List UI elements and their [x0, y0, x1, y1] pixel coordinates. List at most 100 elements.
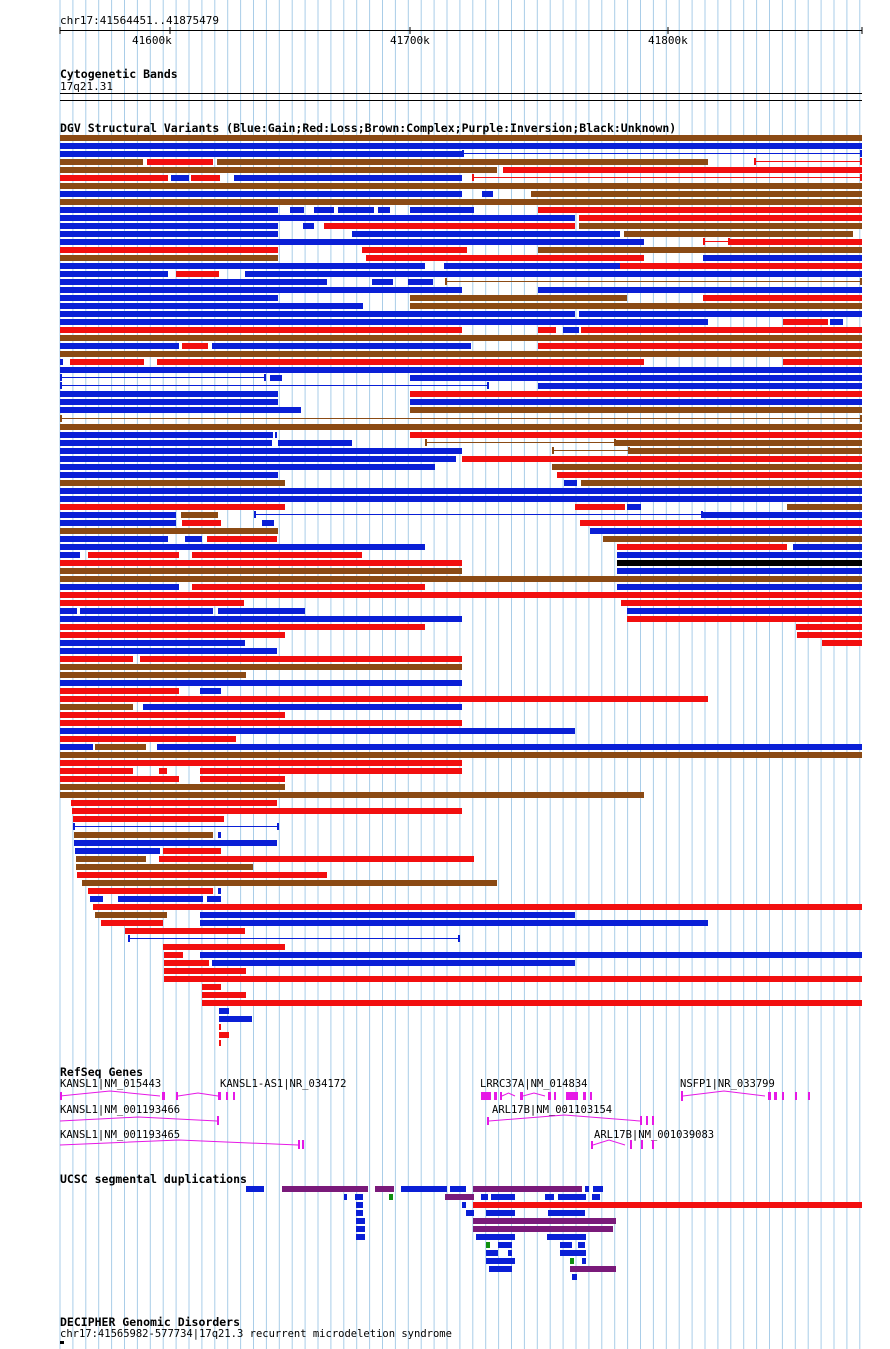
dgv-variant[interactable]: [616, 440, 862, 446]
gene-label[interactable]: KANSL1-AS1|NR_034172: [220, 1078, 347, 1090]
dgv-variant[interactable]: [366, 255, 644, 261]
dgv-variant[interactable]: [60, 135, 862, 141]
dgv-variant[interactable]: [60, 640, 245, 646]
dgv-variant[interactable]: [60, 367, 862, 373]
dgv-variant[interactable]: [603, 536, 862, 542]
dgv-variant[interactable]: [410, 375, 862, 381]
dgv-variant[interactable]: [270, 375, 282, 381]
dgv-variant[interactable]: [75, 848, 160, 854]
dgv-variant[interactable]: [444, 263, 620, 269]
dgv-variant[interactable]: [60, 456, 456, 462]
dgv-variant[interactable]: [218, 888, 221, 894]
segdup-feature[interactable]: [282, 1186, 368, 1192]
dgv-variant[interactable]: [60, 768, 133, 774]
dgv-variant[interactable]: [140, 656, 462, 662]
dgv-variant[interactable]: [60, 680, 462, 686]
dgv-variant[interactable]: [60, 616, 462, 622]
dgv-variant[interactable]: [73, 826, 279, 827]
dgv-variant[interactable]: [101, 920, 163, 926]
dgv-variant[interactable]: [95, 744, 146, 750]
dgv-variant[interactable]: [472, 177, 862, 178]
dgv-variant[interactable]: [60, 215, 575, 221]
dgv-variant[interactable]: [200, 920, 708, 926]
dgv-variant[interactable]: [60, 784, 285, 790]
dgv-variant[interactable]: [60, 504, 285, 510]
dgv-variant[interactable]: [164, 976, 862, 982]
dgv-variant[interactable]: [212, 343, 471, 349]
dgv-variant[interactable]: [60, 544, 425, 550]
dgv-variant[interactable]: [60, 688, 179, 694]
dgv-variant[interactable]: [482, 191, 493, 197]
dgv-variant[interactable]: [60, 351, 862, 357]
dgv-variant[interactable]: [60, 319, 708, 325]
dgv-variant[interactable]: [212, 960, 575, 966]
dgv-variant[interactable]: [60, 223, 278, 229]
dgv-variant[interactable]: [290, 207, 304, 213]
dgv-variant[interactable]: [60, 704, 133, 710]
segdup-feature[interactable]: [481, 1194, 488, 1200]
dgv-variant[interactable]: [60, 335, 862, 341]
dgv-variant[interactable]: [88, 552, 179, 558]
dgv-variant[interactable]: [372, 279, 393, 285]
gene-label[interactable]: KANSL1|NM_001193465: [60, 1129, 181, 1141]
dgv-variant[interactable]: [60, 391, 278, 397]
dgv-variant[interactable]: [157, 744, 862, 750]
dgv-variant[interactable]: [60, 568, 462, 574]
dgv-variant[interactable]: [95, 912, 167, 918]
dgv-variant[interactable]: [830, 319, 843, 325]
dgv-variant[interactable]: [71, 800, 277, 806]
dgv-variant[interactable]: [219, 1016, 252, 1022]
dgv-variant[interactable]: [754, 161, 862, 162]
dgv-variant[interactable]: [70, 359, 144, 365]
dgv-variant[interactable]: [60, 512, 176, 518]
segdup-feature[interactable]: [356, 1210, 363, 1216]
dgv-variant[interactable]: [185, 536, 202, 542]
dgv-variant[interactable]: [538, 327, 556, 333]
dgv-variant[interactable]: [60, 664, 462, 670]
dgv-variant[interactable]: [60, 287, 462, 293]
dgv-variant[interactable]: [60, 418, 862, 419]
dgv-variant[interactable]: [703, 241, 730, 242]
dgv-variant[interactable]: [627, 504, 641, 510]
dgv-variant[interactable]: [60, 760, 462, 766]
dgv-variant[interactable]: [60, 377, 266, 378]
decipher-feature[interactable]: [60, 1341, 64, 1344]
segdup-feature[interactable]: [486, 1258, 515, 1264]
dgv-variant[interactable]: [219, 1008, 229, 1014]
dgv-variant[interactable]: [703, 512, 862, 518]
dgv-variant[interactable]: [60, 327, 462, 333]
segdup-feature[interactable]: [570, 1266, 616, 1272]
dgv-variant[interactable]: [538, 287, 862, 293]
dgv-variant[interactable]: [60, 696, 708, 702]
dgv-variant[interactable]: [60, 592, 862, 598]
dgv-variant[interactable]: [217, 159, 708, 165]
dgv-variant[interactable]: [410, 391, 862, 397]
dgv-variant[interactable]: [60, 255, 278, 261]
dgv-variant[interactable]: [60, 720, 462, 726]
dgv-variant[interactable]: [82, 880, 497, 886]
segdup-feature[interactable]: [476, 1234, 515, 1240]
dgv-variant[interactable]: [730, 239, 862, 245]
dgv-variant[interactable]: [60, 271, 168, 277]
dgv-variant[interactable]: [60, 752, 862, 758]
dgv-variant[interactable]: [60, 536, 168, 542]
dgv-variant[interactable]: [564, 480, 577, 486]
dgv-variant[interactable]: [617, 568, 862, 574]
segdup-feature[interactable]: [462, 1202, 466, 1208]
segdup-feature[interactable]: [389, 1194, 393, 1200]
dgv-variant[interactable]: [74, 840, 277, 846]
segdup-feature[interactable]: [344, 1194, 347, 1200]
segdup-feature[interactable]: [578, 1242, 585, 1248]
dgv-variant[interactable]: [60, 279, 327, 285]
dgv-variant[interactable]: [164, 952, 183, 958]
segdup-feature[interactable]: [486, 1210, 515, 1216]
dgv-variant[interactable]: [621, 600, 862, 606]
segdup-feature[interactable]: [560, 1250, 586, 1256]
dgv-variant[interactable]: [60, 159, 143, 165]
dgv-variant[interactable]: [181, 512, 218, 518]
dgv-variant[interactable]: [783, 319, 828, 325]
dgv-variant[interactable]: [624, 231, 853, 237]
segdup-feature[interactable]: [473, 1226, 613, 1232]
dgv-variant[interactable]: [60, 239, 644, 245]
dgv-variant[interactable]: [182, 343, 208, 349]
